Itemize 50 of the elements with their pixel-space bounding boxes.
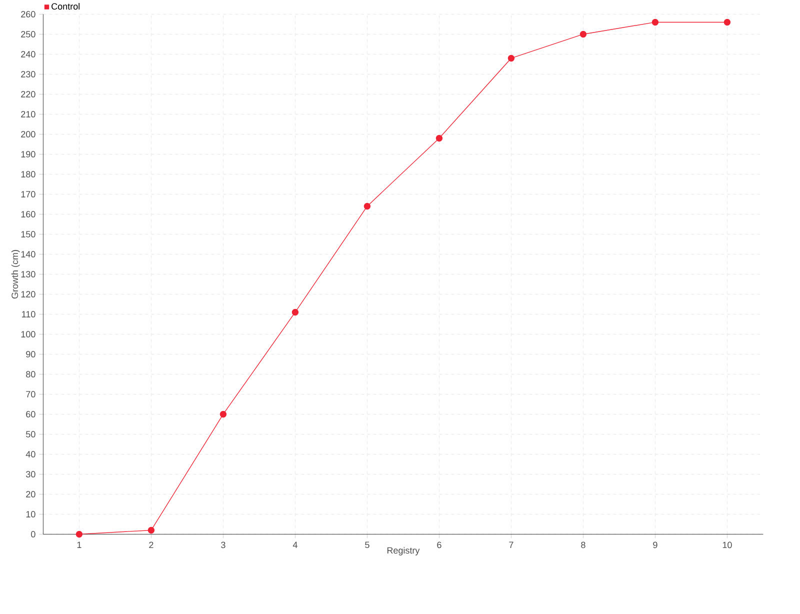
- y-tick-label: 170: [21, 190, 36, 198]
- y-tick-label: 140: [21, 250, 36, 258]
- y-tick-label: 90: [26, 350, 36, 358]
- x-axis-title: Registry: [387, 546, 420, 556]
- x-tick-label: 7: [509, 542, 514, 548]
- y-tick-label: 60: [26, 410, 36, 418]
- y-tick-label: 40: [26, 450, 36, 458]
- point: [436, 134, 443, 142]
- x-tick-label: 9: [653, 542, 658, 548]
- x-tick-label: 5: [365, 542, 370, 548]
- point: [148, 526, 155, 534]
- point: [220, 410, 227, 418]
- x-tick-label: 10: [722, 542, 732, 548]
- x-tick-label: 6: [437, 542, 442, 548]
- y-tick-label: 250: [21, 30, 36, 38]
- y-tick-label: 230: [21, 70, 36, 78]
- y-tick-label: 110: [22, 310, 36, 318]
- y-tick-label: 20: [26, 490, 36, 498]
- point: [652, 18, 659, 26]
- y-tick-label: 100: [21, 330, 36, 338]
- y-tick-label: 130: [21, 270, 36, 278]
- point: [292, 308, 299, 316]
- point: [364, 202, 371, 210]
- x-tick-label: 2: [149, 542, 154, 548]
- y-tick-label: 50: [26, 430, 36, 438]
- legend-label: Control: [52, 2, 80, 10]
- y-tick-label: 180: [21, 170, 36, 178]
- point: [508, 54, 515, 62]
- y-tick-label: 200: [21, 130, 36, 138]
- y-tick-label: 220: [21, 90, 36, 98]
- y-tick-label: 240: [21, 50, 36, 58]
- y-tick-label: 30: [26, 470, 36, 478]
- point: [724, 18, 731, 26]
- x-tick-label: 8: [581, 542, 586, 548]
- x-tick-label: 4: [292, 542, 298, 548]
- y-tick-label: 190: [21, 150, 36, 158]
- x-tick-label: 3: [221, 542, 226, 548]
- y-tick-label: 260: [21, 10, 36, 18]
- y-tick-label: 10: [26, 510, 36, 518]
- y-tick-label: 80: [26, 370, 36, 378]
- y-tick-label: 210: [21, 110, 36, 118]
- y-axis-title: Growth (cm): [11, 250, 20, 298]
- y-tick-label: 150: [21, 230, 36, 238]
- y-tick-label: 160: [21, 210, 36, 218]
- y-tick-label: 0: [31, 530, 36, 538]
- y-tick-label: 120: [21, 290, 36, 298]
- y-tick-label: 70: [26, 390, 36, 398]
- x-tick-label: 1: [77, 542, 82, 548]
- point: [580, 30, 587, 38]
- point: [76, 530, 83, 538]
